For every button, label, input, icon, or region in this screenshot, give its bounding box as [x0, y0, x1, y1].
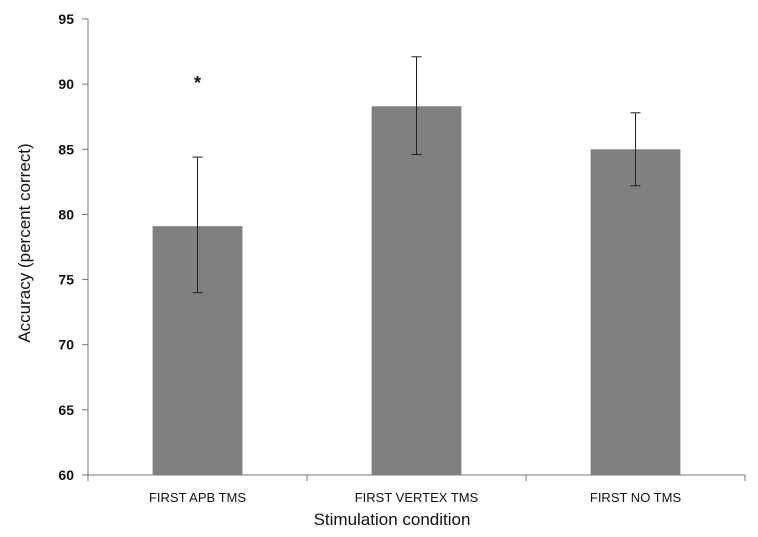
- significance-marker: *: [194, 73, 201, 93]
- y-tick-label: 95: [58, 11, 74, 27]
- annotations-group: *: [194, 73, 201, 93]
- bar: [371, 106, 462, 475]
- y-tick-label: 70: [58, 337, 74, 353]
- y-axis: 60 65 70 75 80 85 90 95: [58, 11, 89, 483]
- y-tick-label: 80: [58, 206, 74, 222]
- x-axis-title: Stimulation condition: [314, 510, 471, 529]
- y-tick-label: 75: [58, 272, 74, 288]
- error-bars-group: [192, 56, 641, 294]
- bar: [590, 149, 681, 476]
- x-tick-label: FIRST NO TMS: [590, 490, 682, 505]
- x-tick-label: FIRST APB TMS: [149, 490, 246, 505]
- y-tick-label: 90: [58, 76, 74, 92]
- y-tick-label: 85: [58, 141, 74, 157]
- y-tick-label: 60: [58, 467, 74, 483]
- y-tick-label: 65: [58, 402, 74, 418]
- bars-group: [152, 106, 681, 476]
- y-axis-title: Accuracy (percent correct): [15, 143, 34, 342]
- x-axis: FIRST APB TMS FIRST VERTEX TMS FIRST NO TM…: [87, 474, 746, 505]
- x-tick-label: FIRST VERTEX TMS: [355, 490, 479, 505]
